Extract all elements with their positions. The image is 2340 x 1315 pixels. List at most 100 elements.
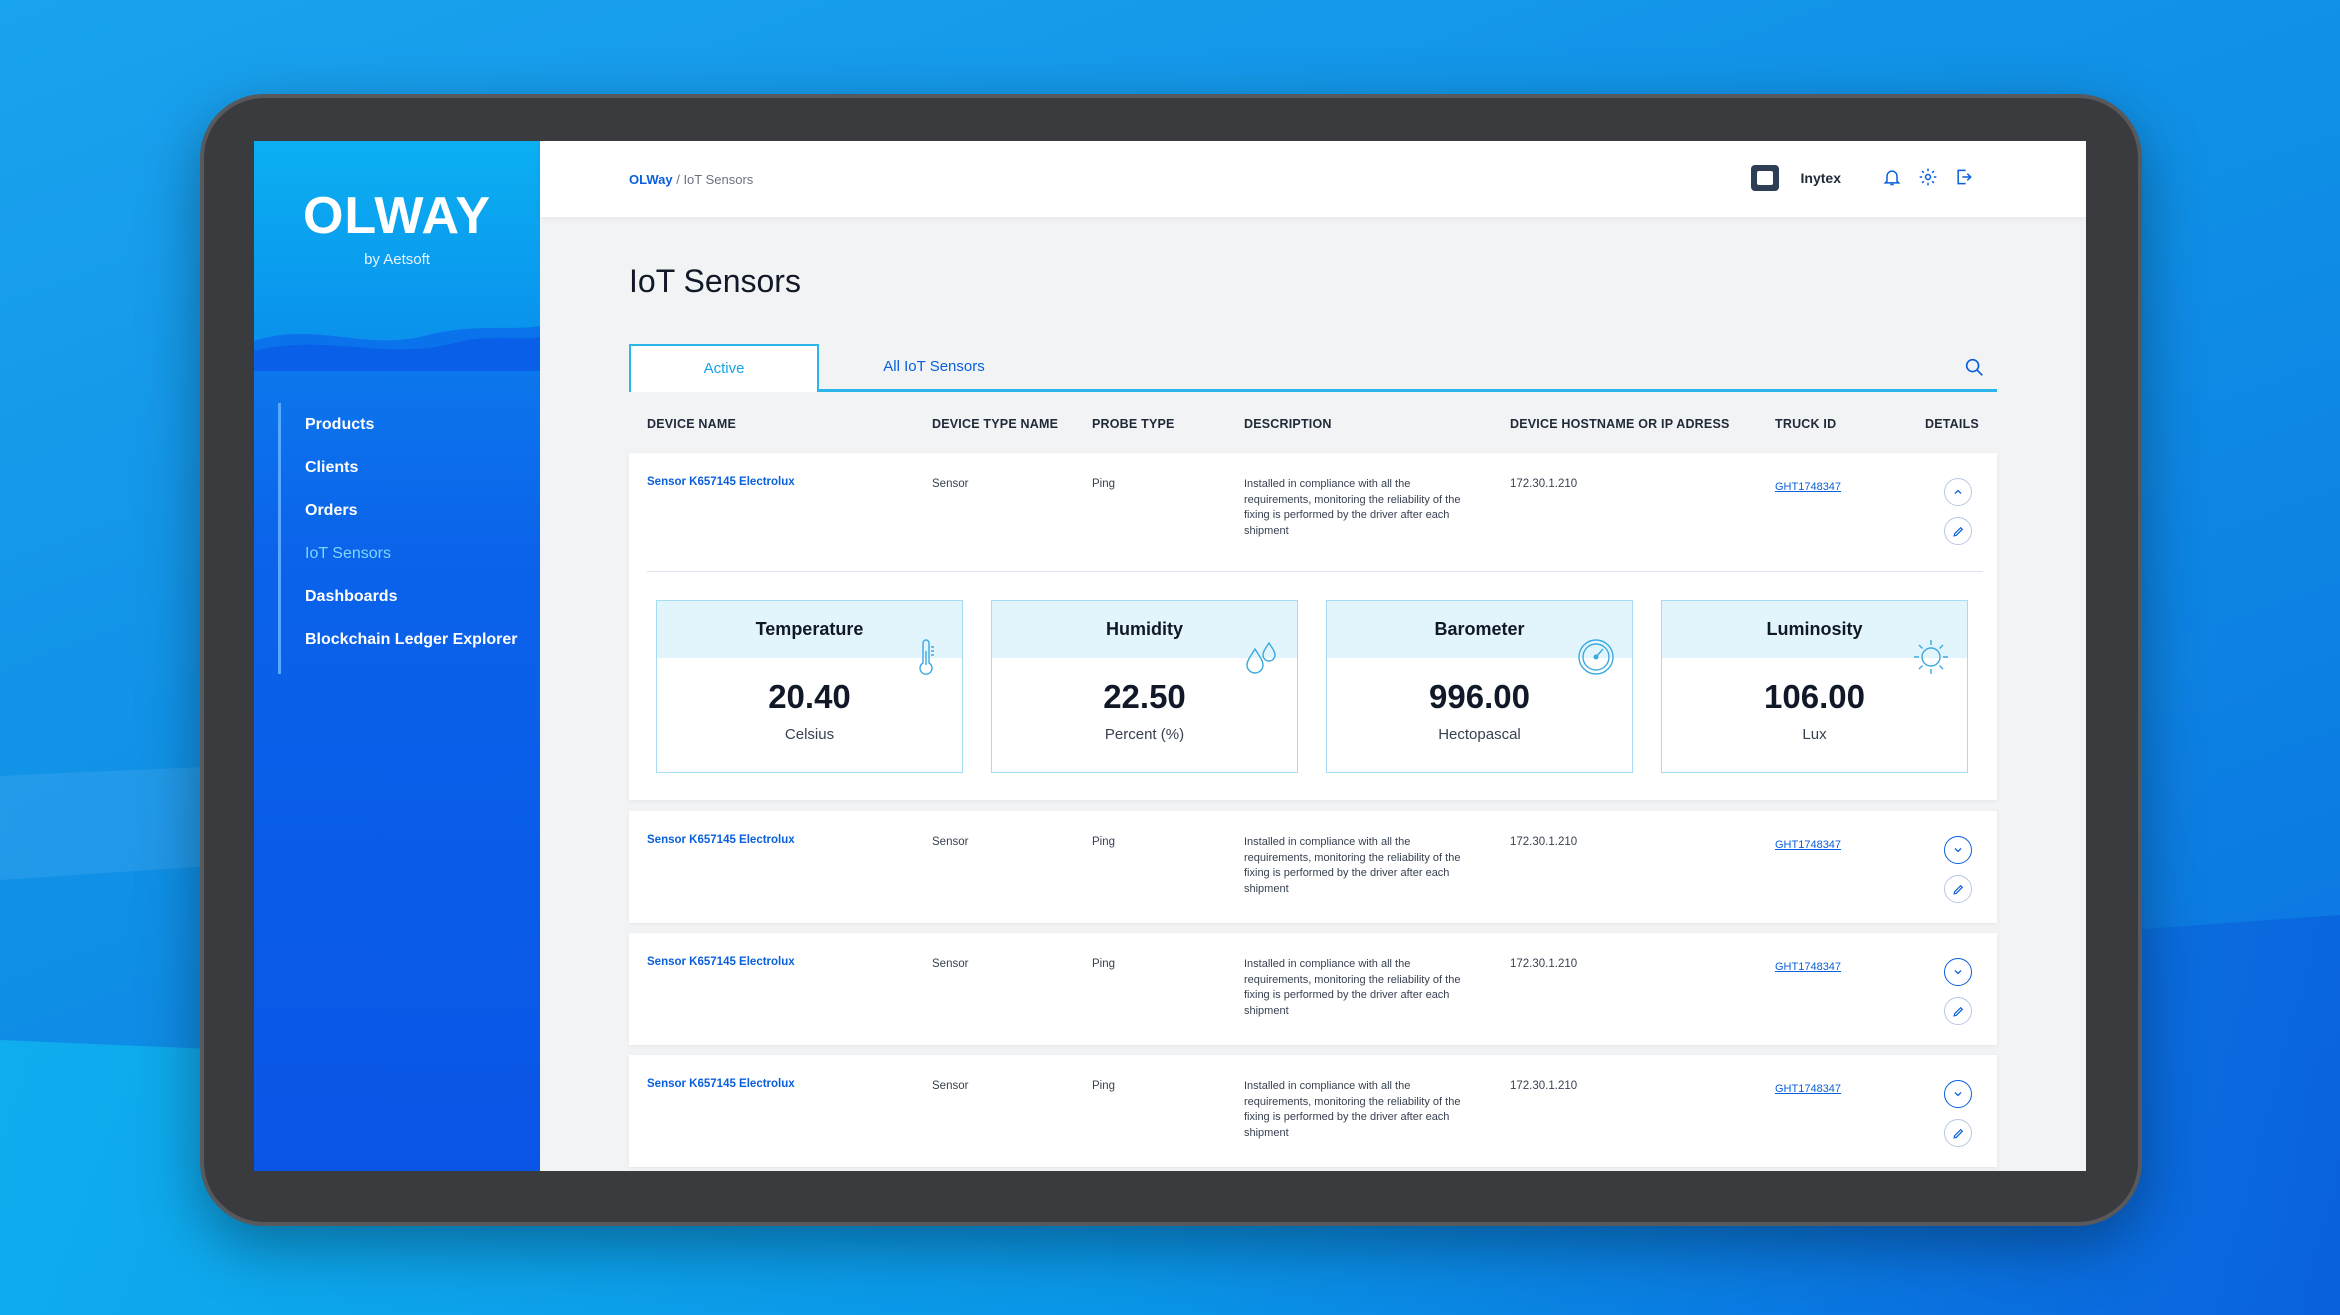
- chevron-up-icon: [1954, 489, 1962, 494]
- column-header-probe-type[interactable]: PROBE TYPE: [1092, 417, 1175, 431]
- collapse-button[interactable]: [1944, 478, 1972, 506]
- breadcrumb-root[interactable]: OLWay: [629, 172, 673, 187]
- breadcrumb-separator: /: [672, 172, 684, 187]
- table-row[interactable]: Sensor K657145 Electrolux Sensor Ping In…: [629, 933, 1997, 1045]
- edit-button[interactable]: [1944, 997, 1972, 1025]
- device-name-link[interactable]: Sensor K657145 Electrolux: [647, 1078, 795, 1090]
- column-header-hostname[interactable]: DEVICE HOSTNAME OR IP ADRESS: [1510, 417, 1730, 431]
- pencil-icon: [1952, 1128, 1963, 1139]
- sidebar-item-products[interactable]: Products: [305, 416, 375, 433]
- column-header-device-name[interactable]: DEVICE NAME: [647, 417, 737, 431]
- pencil-icon: [1952, 1006, 1963, 1017]
- description: Installed in compliance with all the req…: [1244, 1080, 1461, 1139]
- sidebar-nav: Products Clients Orders IoT Sensors Dash…: [278, 403, 518, 674]
- sensor-unit: Celsius: [784, 726, 835, 743]
- edit-button[interactable]: [1944, 1119, 1972, 1147]
- pencil-icon: [1952, 884, 1963, 895]
- device-name-link[interactable]: Sensor K657145 Electrolux: [647, 834, 795, 846]
- sensor-label: Humidity: [992, 601, 1297, 658]
- column-header-details: DETAILS: [1925, 417, 1979, 431]
- chevron-down-icon: [1954, 1092, 1962, 1097]
- search-icon[interactable]: [1963, 356, 1985, 378]
- tabs: Active All IoT Sensors: [629, 344, 1997, 392]
- probe-type: Ping: [1092, 836, 1116, 848]
- sun-icon: [1914, 640, 1948, 674]
- table-row-expanded: Sensor K657145 Electrolux Sensor Ping In…: [629, 453, 1997, 800]
- sensor-card-temperature: Temperature 20.40 Celsius: [656, 600, 963, 773]
- column-header-truck-id[interactable]: TRUCK ID: [1775, 417, 1837, 431]
- sidebar-header: [254, 141, 540, 351]
- sidebar-item-clients[interactable]: Clients: [305, 459, 359, 476]
- expand-button[interactable]: [1944, 1080, 1972, 1108]
- sensor-value: 106.00: [1764, 678, 1865, 715]
- truck-id-link[interactable]: GHT1748347: [1775, 961, 1842, 973]
- sensor-label: Temperature: [657, 601, 962, 658]
- device-type: Sensor: [932, 836, 969, 848]
- chevron-down-icon: [1954, 970, 1962, 975]
- truck-id-link[interactable]: GHT1748347: [1775, 839, 1842, 851]
- sensor-card-barometer: Barometer 996.00 Hectopascal: [1326, 600, 1633, 773]
- sidebar-item-dashboards[interactable]: Dashboards: [305, 588, 398, 605]
- pencil-icon: [1952, 526, 1963, 537]
- device-type: Sensor: [932, 478, 969, 490]
- table-header: DEVICE NAME DEVICE TYPE NAME PROBE TYPE …: [629, 417, 1997, 441]
- expand-button[interactable]: [1944, 836, 1972, 864]
- breadcrumb-current: IoT Sensors: [683, 172, 754, 187]
- company-switcher[interactable]: Inytex: [1750, 165, 1841, 191]
- description: Installed in compliance with all the req…: [1244, 836, 1461, 895]
- sensor-unit: Hectopascal: [1438, 726, 1521, 743]
- device-type: Sensor: [932, 1080, 969, 1092]
- top-bar: OLWay / IoT Sensors Inytex: [540, 141, 2086, 217]
- ip-address: 172.30.1.210: [1510, 478, 1578, 490]
- tab-active[interactable]: Active: [629, 344, 819, 392]
- table-row[interactable]: Sensor K657145 Electrolux Sensor Ping In…: [629, 1055, 1997, 1167]
- probe-type: Ping: [1092, 478, 1116, 490]
- sensor-card-luminosity: Luminosity 106.00 Lux: [1661, 600, 1968, 773]
- sensor-card-humidity: Humidity 22.50 Percent (%): [991, 600, 1298, 773]
- expand-button[interactable]: [1944, 958, 1972, 986]
- table-row[interactable]: Sensor K657145 Electrolux Sensor Ping In…: [629, 811, 1997, 923]
- thermometer-icon: [919, 639, 934, 675]
- sidebar: OLWAY by Aetsoft Products Clients Orders…: [254, 141, 540, 1171]
- edit-button[interactable]: [1944, 517, 1972, 545]
- ip-address: 172.30.1.210: [1510, 836, 1578, 848]
- truck-id-link[interactable]: GHT1748347: [1775, 1083, 1842, 1095]
- breadcrumb: OLWay / IoT Sensors: [629, 172, 753, 187]
- sidebar-item-iot-sensors[interactable]: IoT Sensors: [305, 545, 391, 562]
- logout-icon[interactable]: [1954, 167, 1974, 187]
- probe-type: Ping: [1092, 958, 1116, 970]
- main-content: OLWay / IoT Sensors Inytex IoT Sensors: [540, 141, 2086, 1171]
- column-header-description[interactable]: DESCRIPTION: [1244, 417, 1332, 431]
- truck-id-link[interactable]: GHT1748347: [1775, 481, 1842, 493]
- droplets-icon: [1246, 641, 1276, 674]
- tab-all-iot-sensors[interactable]: All IoT Sensors: [883, 358, 985, 375]
- sensor-label: Luminosity: [1662, 601, 1967, 658]
- sidebar-wave: [254, 326, 540, 371]
- sensor-value: 996.00: [1429, 678, 1530, 715]
- company-name: Inytex: [1800, 170, 1841, 186]
- description: Installed in compliance with all the req…: [1244, 478, 1461, 537]
- sensor-unit: Lux: [1802, 726, 1827, 743]
- description: Installed in compliance with all the req…: [1244, 958, 1461, 1017]
- company-logo-icon: [1750, 165, 1779, 191]
- gear-icon[interactable]: [1918, 167, 1938, 187]
- device-type: Sensor: [932, 958, 969, 970]
- page-title: IoT Sensors: [629, 263, 801, 299]
- sensor-value: 20.40: [768, 678, 851, 715]
- app-logo[interactable]: OLWAY: [302, 187, 491, 245]
- ip-address: 172.30.1.210: [1510, 958, 1578, 970]
- column-header-device-type[interactable]: DEVICE TYPE NAME: [932, 417, 1059, 431]
- app-screen: OLWAY by Aetsoft Products Clients Orders…: [254, 141, 2086, 1171]
- edit-button[interactable]: [1944, 875, 1972, 903]
- sidebar-item-orders[interactable]: Orders: [305, 502, 358, 519]
- sidebar-item-blockchain[interactable]: Blockchain Ledger Explorer: [305, 631, 518, 648]
- probe-type: Ping: [1092, 1080, 1116, 1092]
- device-name-link[interactable]: Sensor K657145 Electrolux: [647, 956, 795, 968]
- sensor-unit: Percent (%): [1104, 726, 1185, 743]
- row-divider: [647, 571, 1983, 572]
- device-name-link[interactable]: Sensor K657145 Electrolux: [647, 476, 795, 488]
- ip-address: 172.30.1.210: [1510, 1080, 1578, 1092]
- sensor-value: 22.50: [1103, 678, 1186, 715]
- bell-icon[interactable]: [1882, 167, 1902, 187]
- chevron-down-icon: [1954, 848, 1962, 853]
